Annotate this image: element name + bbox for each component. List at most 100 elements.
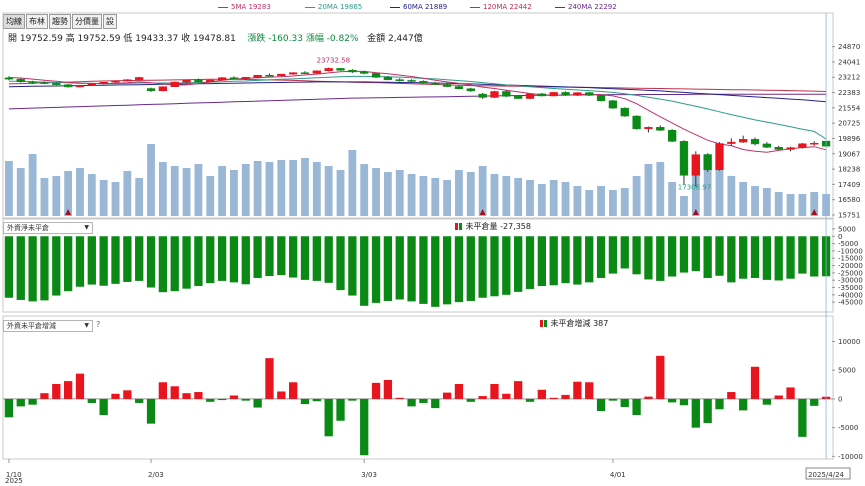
candle-up <box>99 82 108 84</box>
volume-bar <box>490 174 499 216</box>
change-bar <box>727 392 736 399</box>
y-tick-label: -25000 <box>838 269 863 277</box>
change-bar <box>28 398 37 405</box>
volume-bar <box>526 180 534 216</box>
tab-settings[interactable]: 設 <box>103 14 117 29</box>
tab-bollinger[interactable]: 布林 <box>26 14 48 29</box>
candle-up <box>170 81 179 87</box>
change-bar <box>383 379 393 399</box>
net-position-bar <box>158 236 168 293</box>
panel2-legend-text: 未平倉量 -27,358 <box>465 222 531 231</box>
volume-bar <box>632 176 641 216</box>
tab-volume-profile[interactable]: 分價量 <box>72 14 102 29</box>
candle-down <box>40 82 49 84</box>
volume-bar <box>478 166 487 216</box>
legend-swatch-red <box>540 320 543 327</box>
net-position-bar <box>75 236 85 287</box>
net-position-bar <box>691 236 700 272</box>
net-position-bar <box>4 236 14 298</box>
x-tick-label: 1/10 <box>6 471 22 479</box>
legend-swatch-green <box>544 320 547 327</box>
candle-up <box>490 91 499 98</box>
y-tick-label: -40000 <box>838 291 863 299</box>
change-bar <box>739 398 748 411</box>
volume-bar <box>324 166 333 216</box>
net-position-bar <box>312 236 321 281</box>
candle-down <box>360 71 369 74</box>
panel3-selector[interactable]: 外資未平倉增減 ▼ <box>3 320 93 332</box>
help-icon[interactable]: ? <box>96 320 101 329</box>
candle-down <box>774 147 783 150</box>
net-position-bar <box>679 236 689 273</box>
amount-value: 金額 2,447億 <box>367 34 423 44</box>
ohlc-info-bar: 開 19752.59 高 19752.59 低 19433.37 收 19478… <box>8 31 423 44</box>
candle-up <box>288 72 298 75</box>
net-position-bar <box>360 236 369 306</box>
candle-down <box>596 95 606 101</box>
volume-bar <box>514 178 523 216</box>
y-tick-label: 22383 <box>838 89 860 97</box>
candle-down <box>537 93 547 97</box>
net-position-bar <box>265 236 274 277</box>
candle-down <box>431 82 440 85</box>
candle-down <box>454 86 464 89</box>
candle-down <box>336 68 345 71</box>
change-bar <box>111 393 120 399</box>
change-bar <box>750 366 760 399</box>
volume-bar <box>336 170 345 216</box>
tab-ma[interactable]: 均線 <box>3 14 25 29</box>
change-bar <box>715 398 724 410</box>
change-bar <box>466 398 475 402</box>
change-bar <box>608 398 618 401</box>
low-annotation: 17306.97 <box>678 183 711 191</box>
net-position-bar <box>596 236 606 278</box>
volume-bar <box>810 192 819 216</box>
candle-up <box>644 127 653 130</box>
change-bar <box>229 395 239 399</box>
candle-down <box>703 154 712 171</box>
net-position-bar <box>454 236 464 303</box>
change-bar <box>478 396 487 399</box>
x-current-label-box <box>805 467 851 480</box>
change-bar <box>253 398 262 408</box>
volume-bar <box>751 186 759 216</box>
change-bar <box>774 395 783 399</box>
net-position-bar <box>656 236 665 281</box>
net-position-bar <box>289 236 298 278</box>
net-position-bar <box>170 236 179 292</box>
change-bar <box>431 398 440 409</box>
volume-bar <box>241 164 250 216</box>
change-bar <box>206 398 215 402</box>
candle-up <box>573 92 582 96</box>
tab-trend[interactable]: 趨勢 <box>49 14 71 29</box>
net-position-bar <box>514 236 523 292</box>
volume-bar <box>230 170 238 216</box>
change-bar <box>561 394 570 399</box>
change-bar <box>52 384 61 399</box>
panel2-selector[interactable]: 外資淨未平倉 ▼ <box>3 222 93 234</box>
change-bar <box>514 381 523 399</box>
volume-bar <box>443 180 452 216</box>
change-bar <box>395 397 404 399</box>
high-value: 高 19752.59 <box>65 34 121 44</box>
change-bar <box>419 398 428 403</box>
candle-down <box>632 115 641 130</box>
volume-bar <box>395 170 404 216</box>
volume-bar <box>16 168 25 216</box>
net-position-bar <box>395 236 404 300</box>
ma120-line <box>8 78 827 92</box>
volume-bar <box>170 166 179 216</box>
volume-bar <box>182 168 191 216</box>
y-tick-label: 21554 <box>838 104 861 112</box>
net-position-bar <box>774 236 783 281</box>
change-bar <box>525 398 535 402</box>
change-bar <box>371 382 381 399</box>
ma60-line <box>8 81 827 103</box>
y-tick-label: 24041 <box>838 58 860 66</box>
candle-up <box>241 77 250 79</box>
pct-change-value: 漲幅 -0.82% <box>305 34 359 44</box>
net-position-bar <box>123 236 132 282</box>
net-position-bar <box>573 236 582 285</box>
close-value: 收 19478.81 <box>181 34 236 44</box>
